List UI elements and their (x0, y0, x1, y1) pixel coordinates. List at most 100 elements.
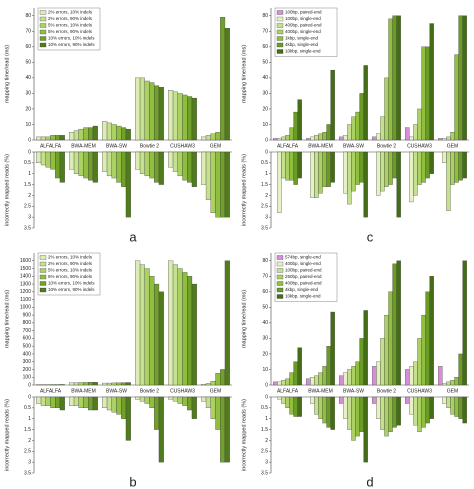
bar (177, 93, 183, 141)
bar-bottom (92, 151, 98, 183)
legend-swatch (39, 16, 47, 22)
x-tick-label: CUSHAW3 (170, 143, 195, 149)
bar-bottom (425, 151, 430, 179)
bar-bottom (111, 151, 117, 179)
bar (158, 87, 164, 141)
y-tick-label: 10 (262, 367, 268, 373)
legend-swatch (276, 261, 284, 267)
bar-bottom (442, 396, 447, 404)
bar (446, 381, 451, 386)
bar (144, 268, 150, 386)
bar-bottom (392, 151, 397, 179)
bar (446, 136, 451, 141)
x-tick-label: BWA-SW (343, 388, 364, 394)
bar-bottom (409, 396, 414, 415)
y-tick-label: 50 (262, 60, 268, 66)
bar (359, 338, 364, 386)
legend-swatch (276, 10, 284, 15)
legend-swatch (39, 287, 47, 293)
y-tick-label: 900 (23, 312, 32, 318)
x-tick-label: GEM (210, 143, 221, 149)
bar (413, 124, 418, 141)
bar-bottom (297, 396, 302, 417)
bar-bottom (405, 396, 410, 404)
bar (220, 369, 226, 386)
bar-bottom (135, 396, 141, 400)
bar-bottom (59, 396, 65, 411)
bar-bottom (154, 396, 160, 430)
bar-bottom (154, 151, 160, 183)
bar (363, 65, 368, 141)
bar-bottom (429, 151, 434, 174)
bar (92, 382, 98, 386)
bar-bottom (158, 396, 164, 463)
bar-bottom (111, 396, 117, 413)
bar (347, 124, 352, 141)
legend-label: 10kbp, single-end (285, 49, 321, 54)
bar (187, 276, 193, 386)
bar-bottom (388, 151, 393, 185)
bar (388, 291, 393, 386)
bar (111, 124, 117, 141)
bar-bottom (187, 151, 193, 183)
bar-bottom (293, 151, 298, 185)
bar-bottom (158, 151, 164, 185)
bar (438, 138, 443, 141)
x-tick-label: BWA-MEM (308, 143, 333, 149)
bar-bottom (191, 396, 197, 419)
bar (454, 54, 459, 141)
bar (154, 283, 160, 386)
bar-bottom (182, 151, 188, 181)
bar-bottom (177, 396, 183, 404)
legend-swatch (276, 23, 284, 28)
bar-bottom (450, 396, 455, 415)
x-tick-label: BWA-SW (106, 388, 127, 394)
bar-bottom (285, 151, 290, 181)
y2-tick-label: 1 (28, 171, 31, 177)
legend-label: 4kbp, single-end (285, 42, 319, 47)
bar-bottom (417, 151, 422, 185)
bar-bottom (83, 151, 89, 179)
bar (454, 377, 459, 386)
x-tick-label: BWA-SW (106, 143, 127, 149)
bar (281, 380, 286, 386)
bar (285, 378, 290, 386)
y-tick-label: 80 (25, 13, 31, 19)
bar (215, 132, 221, 141)
y-tick-label: 0 (265, 382, 268, 388)
y2-tick-label: 1 (28, 416, 31, 422)
y2-tick-label: 1.5 (261, 427, 268, 433)
legend-label: 400bp, paired-end (285, 23, 322, 28)
x-tick-label: GEM (447, 388, 458, 394)
bar-bottom (355, 151, 360, 185)
legend-swatch (276, 255, 284, 260)
bar-bottom (458, 151, 463, 181)
bar-bottom (215, 396, 221, 430)
y-tick-label: 60 (25, 44, 31, 50)
y2-tick-label: 3.5 (24, 470, 31, 476)
bar (372, 136, 377, 141)
y2-tick-label: 3 (28, 459, 31, 465)
bar-bottom (144, 151, 150, 177)
y2-tick-label: 2 (28, 438, 31, 444)
y-tick-label: 70 (25, 29, 31, 35)
bar-bottom (78, 151, 84, 177)
legend-swatch (39, 10, 47, 15)
y2-tick-label: 3.5 (261, 470, 268, 476)
bar (78, 382, 84, 386)
bar (363, 310, 368, 386)
legend-label: 5% errors, 10% indels (48, 268, 93, 273)
bar (405, 369, 410, 386)
y2-axis-title: incorrectly mapped reads (%) (4, 154, 10, 226)
y-axis-title: mapping time/read (ms) (241, 290, 247, 348)
bar-bottom (144, 396, 150, 404)
y-axis-title: mapping time/read (ms) (4, 45, 10, 103)
y-tick-label: 30 (262, 91, 268, 97)
bar (116, 125, 122, 141)
panel: mapping time/read (ms) incorrectly mapped… (241, 7, 469, 244)
y2-tick-label: 1.5 (24, 427, 31, 433)
bar-bottom (347, 396, 352, 430)
y-tick-label: 600 (23, 336, 32, 342)
legend-swatch (39, 281, 47, 286)
bar-bottom (289, 151, 294, 181)
